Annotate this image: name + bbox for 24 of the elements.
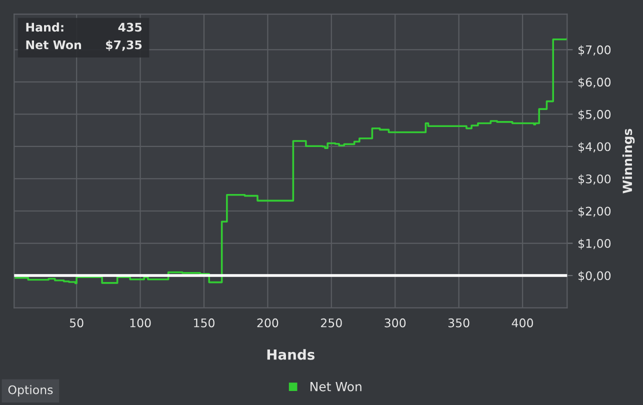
annotation: Hand: — [26, 22, 64, 32]
y-tick-label: $5,00 — [578, 110, 611, 120]
y-tick-label: $3,00 — [578, 174, 611, 185]
x-tick-label: 350 — [448, 318, 470, 328]
x-axis-title: Hands — [267, 349, 315, 360]
x-tick-label: 250 — [321, 318, 342, 328]
annotation: 435 — [118, 22, 142, 32]
y-tick-label: $4,00 — [578, 142, 611, 153]
y-tick-label: $0,00 — [578, 271, 611, 282]
x-tick-label: 200 — [257, 318, 278, 328]
annotation: Net Won — [26, 40, 82, 50]
text: Options — [8, 385, 53, 397]
y-tick-label: $7,00 — [578, 45, 611, 56]
x-tick-label: 50 — [70, 318, 84, 328]
y-axis-title: Winnings — [622, 128, 635, 194]
y-tick-label: $1,00 — [578, 238, 611, 250]
x-tick-label: 400 — [512, 318, 534, 328]
annotation: $7,35 — [106, 40, 142, 51]
y-tick-label: $6,00 — [578, 77, 611, 88]
x-tick-label: 300 — [384, 318, 406, 328]
y-tick-label: $2,00 — [578, 206, 611, 218]
x-tick-label: 100 — [130, 318, 151, 328]
x-tick-label: 150 — [194, 318, 214, 328]
legend-label: Net Won — [310, 382, 362, 392]
